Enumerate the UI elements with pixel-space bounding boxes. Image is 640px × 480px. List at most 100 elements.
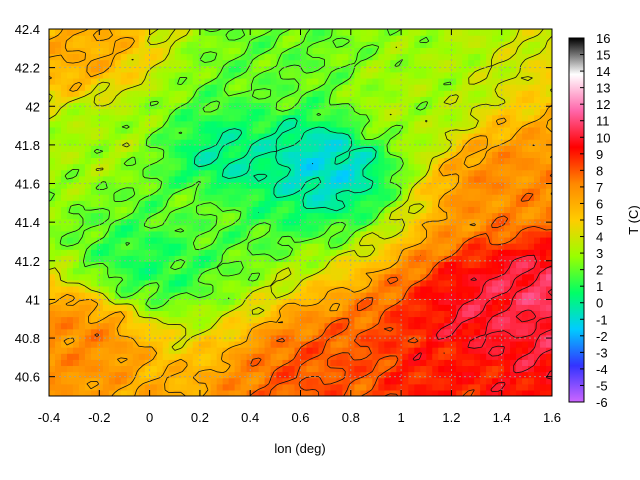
field-cell	[198, 285, 206, 293]
field-cell	[132, 65, 140, 73]
field-cell	[144, 212, 152, 220]
field-cell	[126, 181, 134, 189]
field-cell	[486, 371, 493, 379]
field-cell	[384, 169, 391, 177]
field-cell	[456, 139, 463, 146]
field-cell	[396, 347, 403, 354]
field-cell	[414, 59, 421, 67]
field-cell	[390, 114, 397, 122]
field-cell	[354, 389, 361, 396]
field-cell	[390, 249, 397, 256]
field-cell	[312, 371, 320, 379]
field-cell	[252, 328, 260, 336]
field-cell	[60, 35, 68, 42]
field-cell	[438, 310, 445, 318]
field-cell	[414, 236, 421, 244]
field-cell	[216, 41, 224, 48]
field-cell	[228, 96, 236, 103]
field-cell	[114, 267, 122, 275]
field-cell	[300, 371, 308, 379]
field-cell	[330, 102, 338, 110]
field-cell	[504, 389, 511, 396]
field-cell	[528, 340, 535, 348]
field-cell	[108, 328, 116, 336]
field-cell	[264, 267, 272, 275]
field-cell	[228, 35, 236, 42]
field-cell	[402, 169, 409, 177]
field-cell	[342, 84, 350, 91]
field-cell	[378, 255, 385, 263]
field-cell	[384, 377, 391, 385]
field-cell	[444, 126, 451, 134]
field-cell	[156, 96, 164, 103]
field-cell	[288, 359, 296, 367]
field-cell	[54, 157, 62, 165]
field-cell	[90, 249, 98, 256]
field-cell	[132, 353, 140, 360]
field-cell	[384, 35, 391, 42]
field-cell	[144, 279, 152, 287]
field-cell	[84, 334, 92, 342]
field-cell	[120, 377, 128, 385]
field-cell	[390, 120, 397, 128]
field-cell	[462, 163, 469, 171]
field-cell	[420, 96, 427, 103]
field-cell	[330, 96, 338, 103]
field-cell	[378, 243, 385, 250]
field-cell	[84, 47, 92, 55]
field-cell	[312, 126, 320, 134]
field-cell	[396, 145, 403, 152]
field-cell	[234, 206, 242, 214]
field-cell	[252, 365, 260, 373]
field-cell	[174, 132, 182, 140]
field-cell	[49, 224, 56, 232]
field-cell	[444, 371, 451, 379]
field-cell	[49, 359, 56, 367]
field-cell	[504, 224, 511, 232]
field-cell	[444, 285, 451, 293]
field-cell	[462, 279, 469, 287]
field-cell	[60, 84, 68, 91]
field-cell	[450, 310, 457, 318]
field-cell	[336, 236, 344, 244]
field-cell	[120, 273, 128, 281]
field-cell	[288, 230, 296, 238]
field-cell	[49, 47, 56, 55]
field-cell	[294, 206, 302, 214]
field-cell	[420, 365, 427, 373]
field-cell	[144, 29, 152, 36]
field-cell	[522, 383, 529, 391]
field-cell	[318, 212, 326, 220]
field-cell	[306, 120, 314, 128]
field-cell	[49, 261, 56, 269]
field-cell	[156, 298, 164, 305]
field-cell	[492, 139, 499, 146]
field-cell	[204, 139, 212, 146]
field-cell	[240, 29, 248, 36]
field-cell	[360, 84, 367, 91]
field-cell	[234, 102, 242, 110]
field-cell	[402, 65, 409, 73]
field-cell	[438, 273, 445, 281]
field-cell	[384, 279, 391, 287]
field-cell	[390, 243, 397, 250]
field-cell	[102, 347, 110, 354]
field-cell	[66, 132, 74, 140]
field-cell	[396, 114, 403, 122]
field-cell	[120, 285, 128, 293]
field-cell	[378, 377, 385, 385]
field-cell	[468, 359, 475, 367]
field-cell	[360, 322, 367, 330]
field-cell	[264, 261, 272, 269]
field-cell	[54, 304, 62, 311]
field-cell	[318, 59, 326, 67]
field-cell	[486, 249, 493, 256]
field-cell	[234, 175, 242, 183]
field-cell	[198, 194, 206, 201]
field-cell	[528, 90, 535, 97]
field-cell	[144, 157, 152, 165]
field-cell	[336, 310, 344, 318]
field-cell	[312, 90, 320, 97]
field-cell	[426, 41, 433, 48]
field-cell	[156, 200, 164, 207]
